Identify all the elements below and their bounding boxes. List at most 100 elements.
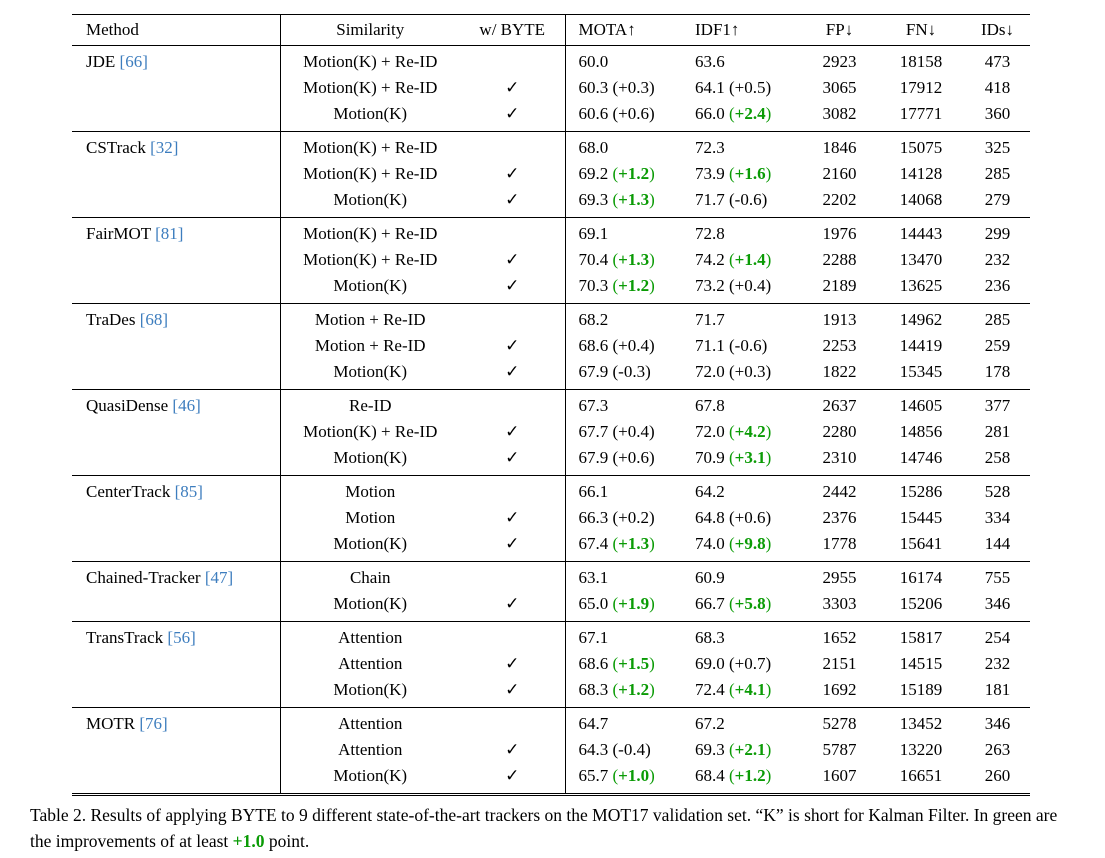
similarity-cell: Motion + Re-ID xyxy=(280,303,460,333)
idf1-cell: 64.1 (+0.5) xyxy=(695,78,772,97)
ids-cell: 299 xyxy=(965,217,1030,247)
citation-link[interactable]: [85] xyxy=(174,482,203,501)
byte-check-cell xyxy=(460,475,566,505)
citation-link[interactable]: [81] xyxy=(155,224,184,243)
improvement-delta-green: (+1.2) xyxy=(608,276,655,295)
improvement-delta-green: (+1.9) xyxy=(608,594,655,613)
byte-check-cell xyxy=(460,389,566,419)
fp-cell: 2280 xyxy=(822,422,857,441)
fn-cell: 15206 xyxy=(899,594,943,613)
method-cell: QuasiDense [46] xyxy=(72,389,281,476)
mota-cell: 65.0 (+1.9) xyxy=(578,594,655,613)
fn-cell: 17771 xyxy=(899,104,943,123)
method-cell: CSTrack [32] xyxy=(72,131,281,218)
table-row: CenterTrack [85] Motion 66.1 64.2 2442 15286 5… xyxy=(72,475,1030,562)
ids-cell: 178 xyxy=(984,362,1011,381)
ids-cell: 285 xyxy=(984,164,1011,183)
table-header: Method Similarity w/ BYTE MOTA↑ IDF1↑ FP… xyxy=(72,14,1030,46)
method-group: QuasiDense [46] Re-ID 67.3 67.8 2637 14605 377… xyxy=(72,389,1030,476)
improvement-delta-green: (+1.3) xyxy=(608,250,655,269)
fn-cell: 14515 xyxy=(899,654,943,673)
fn-cell: 14962 xyxy=(877,303,965,333)
similarity-cell: Motion(K) xyxy=(333,680,408,699)
caption-text-before: Table 2. Results of applying BYTE to 9 d… xyxy=(30,805,1058,851)
ids-cell: 236 xyxy=(984,276,1011,295)
byte-check-cell: ✓ xyxy=(460,505,566,531)
method-cell: JDE [66] xyxy=(72,45,281,132)
ids-cell: 260 xyxy=(965,763,1030,796)
ids-cell: 259 xyxy=(984,336,1011,355)
byte-check-cell: ✓ xyxy=(460,531,566,562)
improvement-delta-green: (+2.4) xyxy=(724,104,772,123)
table-row: Motion(K) ✓ 67.9 (-0.3) 72.0 (+0.3) 1822 1534… xyxy=(72,359,1030,390)
ids-cell: 325 xyxy=(965,131,1030,161)
table-row: Motion(K) + Re-ID ✓ 60.3 (+0.3) 64.1 (+0.5)… xyxy=(72,75,1030,101)
similarity-cell: Motion(K) + Re-ID xyxy=(303,250,438,269)
mota-cell: 60.0 xyxy=(565,45,682,75)
method-name: MOTR xyxy=(86,714,140,733)
table-row: CSTrack [32] Motion(K) + Re-ID 68.0 72.3 184… xyxy=(72,131,1030,218)
citation-link[interactable]: [76] xyxy=(139,714,168,733)
byte-check-cell: ✓ xyxy=(460,247,566,273)
col-header-method: Method xyxy=(72,14,281,46)
mota-cell: 60.3 (+0.3) xyxy=(578,78,655,97)
byte-check-cell xyxy=(460,707,566,737)
table-row: Motion(K) ✓ 60.6 (+0.6) 66.0 (+2.4) 3082 1777… xyxy=(72,101,1030,132)
fn-cell: 15817 xyxy=(877,621,965,651)
improvement-delta-green: (+1.4) xyxy=(724,250,772,269)
fn-cell: 14605 xyxy=(877,389,965,419)
method-name: FairMOT xyxy=(86,224,156,243)
similarity-cell: Motion(K) + Re-ID xyxy=(280,217,460,247)
idf1-cell: 66.0 (+2.4) xyxy=(695,104,772,123)
citation-link[interactable]: [66] xyxy=(119,52,148,71)
byte-check-cell: ✓ xyxy=(460,419,566,445)
delta-value: (+0.4) xyxy=(608,422,655,441)
citation-link[interactable]: [56] xyxy=(167,628,196,647)
fp-cell: 1692 xyxy=(822,680,857,699)
caption-green-value: +1.0 xyxy=(232,831,265,851)
idf1-cell: 63.6 xyxy=(682,45,802,75)
citation-link[interactable]: [47] xyxy=(204,568,234,587)
table-row: JDE [66] Motion(K) + Re-ID 60.0 63.6 2923 181… xyxy=(72,45,1030,132)
mota-cell: 68.3 (+1.2) xyxy=(578,680,655,699)
fn-cell: 14746 xyxy=(899,448,943,467)
mota-cell: 67.9 (+0.6) xyxy=(578,448,655,467)
table-row: Motion(K) ✓ 68.3 (+1.2) 72.4 (+4.1) 1692 1518… xyxy=(72,677,1030,708)
citation-link[interactable]: [46] xyxy=(172,396,201,415)
ids-cell: 377 xyxy=(965,389,1030,419)
improvement-delta-green: (+4.1) xyxy=(724,680,772,699)
byte-check-cell: ✓ xyxy=(460,651,566,677)
col-header-ids: IDs↓ xyxy=(965,14,1030,46)
fp-cell: 2151 xyxy=(822,654,857,673)
citation-link[interactable]: [68] xyxy=(139,310,169,329)
fn-cell: 15345 xyxy=(899,362,943,381)
ids-cell: 285 xyxy=(965,303,1030,333)
mota-cell: 67.1 xyxy=(565,621,682,651)
ids-cell: 418 xyxy=(984,78,1011,97)
fp-cell: 1846 xyxy=(802,131,877,161)
method-group: TraDes [68] Motion + Re-ID 68.2 71.7 1913 149… xyxy=(72,303,1030,390)
similarity-cell: Attention xyxy=(280,707,460,737)
ids-cell: 144 xyxy=(984,534,1011,553)
byte-check-cell: ✓ xyxy=(460,187,566,218)
fp-cell: 2202 xyxy=(822,190,857,209)
method-name: TransTrack xyxy=(86,628,168,647)
fn-cell: 13452 xyxy=(877,707,965,737)
fp-cell: 3082 xyxy=(822,104,857,123)
fp-cell: 5787 xyxy=(822,740,857,759)
fp-cell: 2442 xyxy=(802,475,877,505)
fn-cell: 13625 xyxy=(899,276,943,295)
improvement-delta-green: (+4.2) xyxy=(724,422,772,441)
similarity-cell: Motion + Re-ID xyxy=(314,336,426,355)
similarity-cell: Motion xyxy=(345,508,396,527)
method-group: CSTrack [32] Motion(K) + Re-ID 68.0 72.3 184… xyxy=(72,131,1030,218)
fp-cell: 1778 xyxy=(822,534,857,553)
byte-check-cell: ✓ xyxy=(460,737,566,763)
citation-link[interactable]: [32] xyxy=(150,138,179,157)
improvement-delta-green: (+1.2) xyxy=(608,164,655,183)
improvement-delta-green: (+2.1) xyxy=(724,740,772,759)
byte-check-cell xyxy=(460,303,566,333)
idf1-cell: 71.1 (-0.6) xyxy=(695,336,768,355)
method-cell: Chained-Tracker [47] xyxy=(72,561,281,622)
idf1-cell: 67.2 xyxy=(682,707,802,737)
